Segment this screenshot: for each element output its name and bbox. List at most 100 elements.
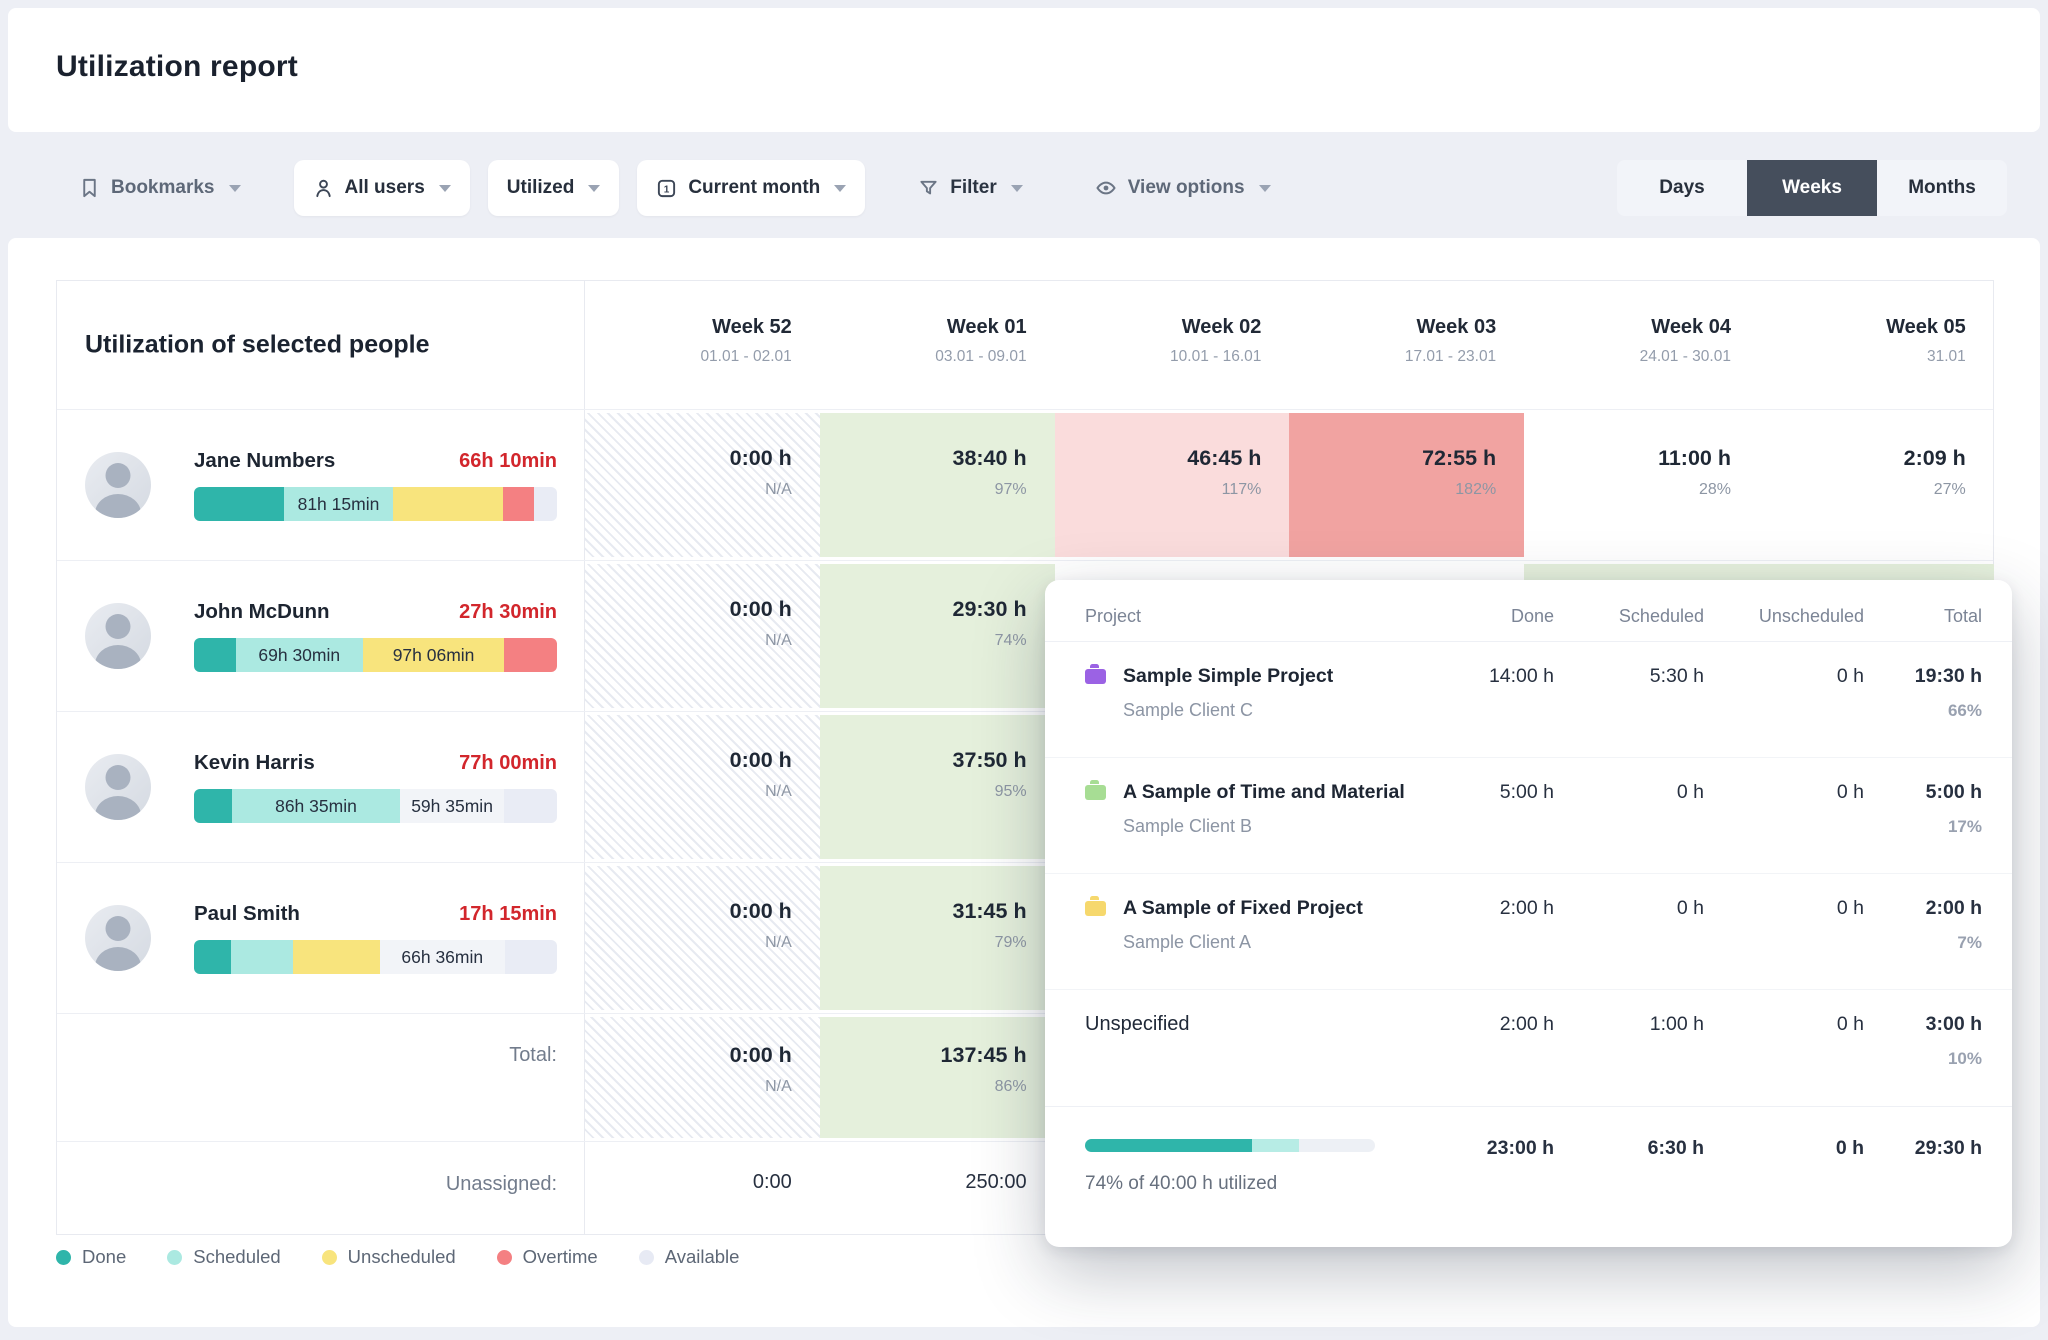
project-total-hours: 5:00 h 17%	[1864, 781, 1982, 873]
person-info: Kevin Harris 77h 00min 86h 35min 59h 35min	[194, 751, 557, 823]
week-cell[interactable]: 0:00 h N/A	[585, 1014, 820, 1141]
week-cell[interactable]: 31:45 h 79%	[819, 863, 1055, 1013]
total-label: Total:	[509, 1044, 557, 1066]
cell-value-block: 137:45 h 86%	[820, 1014, 1055, 1096]
cell-background	[585, 564, 820, 708]
cell-percent: N/A	[765, 934, 792, 951]
bookmark-icon	[83, 178, 96, 198]
bar-segment-unscheduled	[292, 940, 380, 974]
cell-value-block: 250:00	[820, 1142, 1055, 1194]
bar-segment-scheduled	[231, 940, 293, 974]
week-cell[interactable]: 11:00 h 28%	[1524, 410, 1759, 560]
granularity-option-weeks[interactable]: Weeks	[1747, 160, 1877, 216]
project-client: Sample Client B	[1123, 816, 1253, 836]
footer-done-total: 23:00 h	[1486, 1137, 1554, 1159]
week-cell[interactable]: 29:30 h 74%	[819, 561, 1055, 711]
bar-segment-overtime	[502, 487, 534, 521]
week-cell[interactable]: 0:00 h N/A	[585, 410, 820, 560]
metric-select-button[interactable]: Utilized	[487, 160, 620, 216]
project-row: A Sample of Time and Material Sample Clie…	[1045, 758, 2012, 874]
person-info: Jane Numbers 66h 10min 81h 15min	[194, 449, 557, 521]
view-options-label: View options	[1127, 177, 1245, 198]
cell-value-block: 38:40 h 97%	[820, 410, 1055, 499]
person-overtime-hours: 27h 30min	[459, 601, 557, 623]
granularity-option-days[interactable]: Days	[1659, 177, 1705, 198]
cell-hours: 11:00 h	[1658, 446, 1731, 470]
week-cell[interactable]: 37:50 h 95%	[819, 712, 1055, 862]
bookmarks-label: Bookmarks	[111, 177, 215, 198]
week-cell[interactable]: 137:45 h 86%	[819, 1014, 1055, 1141]
users-filter-label: All users	[344, 177, 425, 198]
total-row: Total: 0:00 h N/A 137:45 h 86%	[57, 1013, 1993, 1141]
person-row: Kevin Harris 77h 00min 86h 35min 59h 35min 0…	[57, 711, 1993, 862]
cell-background	[585, 866, 820, 1010]
project-row: Unspecified 2:00 h 1:00 h 0 h 3:00 h 10%	[1045, 990, 2012, 1106]
users-filter-button[interactable]: All users	[293, 160, 470, 216]
table-title: Utilization of selected people	[85, 330, 430, 359]
cell-percent: 74%	[994, 632, 1027, 649]
legend-label: Scheduled	[193, 1246, 281, 1267]
legend-dot-done	[56, 1249, 71, 1265]
cell-percent: 28%	[1698, 481, 1731, 498]
cell-hours: 0:00	[752, 1171, 792, 1193]
avatar	[85, 905, 151, 971]
cell-hours: 72:55 h	[1422, 446, 1497, 470]
cell-percent: 117%	[1221, 481, 1262, 498]
week-cell[interactable]: 72:55 h 182%	[1289, 410, 1525, 560]
person-row: Paul Smith 17h 15min 66h 36min 0:00 h N/A 31:…	[57, 862, 1993, 1013]
legend-item: Overtime	[496, 1246, 598, 1268]
project-row: Sample Simple Project Sample Client C 14:0…	[1045, 642, 2012, 758]
week-cell[interactable]: 2:09 h 27%	[1759, 410, 1994, 560]
chevron-down-icon	[834, 184, 847, 192]
cell-hours: 2:09 h	[1903, 446, 1966, 470]
week-header-cell: Week 03 17.01 - 23.01	[1289, 281, 1524, 409]
chevron-down-icon	[228, 184, 241, 192]
week-cell[interactable]: 38:40 h 97%	[819, 410, 1055, 560]
cell-percent: 95%	[994, 783, 1027, 800]
cell-hours: 0:00 h	[729, 899, 792, 923]
legend: Done Scheduled Unscheduled Overtime Availabl…	[56, 1246, 739, 1268]
week-cell[interactable]: 0:00 h N/A	[585, 561, 820, 711]
project-scheduled-hours: 0 h	[1676, 781, 1704, 803]
week-cell[interactable]: 46:45 h 117%	[1054, 410, 1290, 560]
cell-percent: 79%	[994, 934, 1027, 951]
project-unscheduled-hours: 0 h	[1836, 897, 1864, 919]
person-name: John McDunn	[194, 600, 330, 623]
cell-percent: 97%	[994, 481, 1027, 498]
period-select-button[interactable]: 1 Current month	[637, 160, 866, 216]
utilization-bar: 66h 36min	[194, 940, 557, 974]
popup-utilization-summary: 74% of 40:00 h utilized	[1085, 1131, 1414, 1246]
week-cell[interactable]: 0:00 h N/A	[585, 863, 820, 1013]
bar-segment-free: 59h 35min	[400, 789, 504, 823]
week-label: Week 01	[946, 316, 1027, 338]
person-info: Paul Smith 17h 15min 66h 36min	[194, 902, 557, 974]
project-name: A Sample of Fixed Project	[1123, 897, 1363, 919]
cell-percent: N/A	[765, 632, 792, 649]
week-cell[interactable]: 250:00	[820, 1142, 1055, 1234]
bookmarks-button[interactable]: Bookmarks	[60, 160, 260, 216]
week-header-cell: Week 04 24.01 - 30.01	[1524, 281, 1759, 409]
view-options-button[interactable]: View options	[1076, 160, 1290, 216]
legend-item: Done	[56, 1246, 126, 1268]
utilization-bar: 86h 35min 59h 35min	[194, 789, 557, 823]
cell-hours: 31:45 h	[952, 899, 1027, 923]
cell-hours: 137:45 h	[940, 1043, 1027, 1067]
project-total-hours: 3:00 h 10%	[1864, 1013, 1982, 1106]
project-cell: A Sample of Time and Material Sample Clie…	[1085, 780, 1414, 873]
project-name: A Sample of Time and Material	[1123, 781, 1405, 803]
utilization-bar: 69h 30min 97h 06min	[194, 638, 557, 672]
project-unscheduled-hours: 0 h	[1836, 781, 1864, 803]
person-name: Jane Numbers	[194, 449, 336, 472]
week-cell[interactable]: 0:00	[585, 1142, 820, 1234]
bar-segment-done	[194, 638, 236, 672]
bar-segment-scheduled: 69h 30min	[235, 638, 363, 672]
bar-segment-available	[503, 789, 557, 823]
project-name: Unspecified	[1085, 1013, 1190, 1035]
week-cell[interactable]: 0:00 h N/A	[585, 712, 820, 862]
granularity-option-months[interactable]: Months	[1908, 177, 1976, 198]
filter-button[interactable]: Filter	[899, 160, 1041, 216]
cell-percent: N/A	[765, 1078, 792, 1095]
unassigned-label: Unassigned:	[445, 1173, 557, 1195]
person-name-row: Paul Smith 17h 15min	[194, 902, 557, 926]
